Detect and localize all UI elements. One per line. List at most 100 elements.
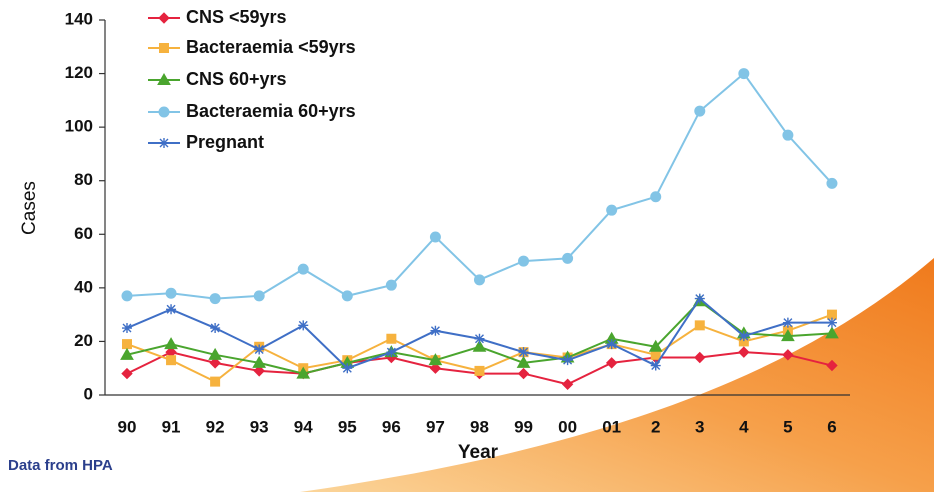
- x-tick-label: 2: [651, 417, 660, 436]
- marker: [474, 365, 485, 376]
- marker: [122, 339, 132, 350]
- marker: [826, 177, 838, 189]
- marker: [782, 349, 794, 361]
- marker: [252, 355, 267, 368]
- x-tick-label: 5: [783, 417, 792, 436]
- marker: [121, 367, 133, 380]
- marker: [341, 290, 353, 302]
- marker: [296, 366, 311, 379]
- marker: [738, 346, 750, 358]
- marker: [825, 326, 839, 339]
- marker: [694, 293, 705, 304]
- marker: [517, 367, 530, 380]
- x-axis-label: Year: [458, 442, 499, 463]
- legend-label: CNS 60+yrs: [186, 69, 287, 89]
- legend-marker: [159, 138, 169, 148]
- legend-label: Bacteraemia 60+yrs: [186, 101, 356, 121]
- x-tick-label: 97: [426, 417, 445, 436]
- marker: [342, 363, 353, 374]
- marker: [430, 325, 441, 336]
- marker: [210, 376, 221, 387]
- x-tick-label: 91: [162, 417, 181, 436]
- marker: [473, 274, 485, 286]
- marker: [297, 263, 309, 275]
- marker: [209, 357, 221, 369]
- marker: [120, 347, 134, 360]
- x-tick-label: 96: [382, 417, 401, 436]
- x-tick-label: 4: [739, 417, 749, 436]
- marker: [605, 357, 618, 369]
- marker: [781, 329, 795, 342]
- marker: [298, 320, 309, 331]
- x-tick-label: 94: [294, 417, 313, 436]
- marker: [518, 255, 530, 267]
- marker: [429, 362, 442, 374]
- marker: [694, 320, 705, 331]
- marker: [694, 351, 706, 364]
- marker: [826, 359, 838, 372]
- marker: [826, 317, 837, 328]
- marker: [650, 191, 662, 203]
- y-axis-label: Cases: [19, 181, 40, 235]
- marker: [606, 204, 618, 216]
- x-tick-label: 92: [206, 417, 225, 436]
- x-tick-label: 6: [827, 417, 836, 436]
- legend-label: Bacteraemia <59yrs: [186, 37, 356, 57]
- marker: [561, 378, 574, 390]
- y-tick-label: 100: [65, 117, 93, 136]
- marker: [428, 353, 443, 366]
- marker: [210, 323, 221, 334]
- legend-label: Pregnant: [186, 132, 264, 152]
- marker: [738, 68, 750, 80]
- marker: [562, 252, 574, 264]
- marker: [209, 293, 221, 305]
- y-tick-label: 40: [74, 277, 93, 296]
- marker: [648, 339, 663, 352]
- marker: [121, 290, 133, 302]
- y-tick-label: 80: [74, 170, 93, 189]
- marker: [165, 287, 177, 299]
- marker: [253, 365, 265, 377]
- x-tick-label: 00: [558, 417, 577, 436]
- x-tick-label: 93: [250, 417, 269, 436]
- marker: [516, 355, 531, 368]
- legend-marker: [159, 43, 169, 53]
- legend-marker: [158, 106, 170, 118]
- marker: [429, 231, 441, 243]
- decoration-swoosh: [300, 258, 934, 492]
- legend-marker: [158, 12, 170, 24]
- marker: [782, 129, 794, 141]
- marker: [606, 339, 617, 350]
- x-tick-label: 90: [118, 417, 137, 436]
- x-tick-label: 95: [338, 417, 357, 436]
- y-tick-label: 120: [65, 63, 93, 82]
- x-tick-label: 01: [602, 417, 621, 436]
- marker: [474, 333, 485, 344]
- x-tick-label: 99: [514, 417, 533, 436]
- marker: [518, 347, 529, 358]
- marker: [738, 331, 749, 342]
- legend-marker: [157, 72, 171, 85]
- legend-label: CNS <59yrs: [186, 7, 287, 27]
- marker: [694, 105, 706, 117]
- marker: [472, 339, 487, 352]
- marker: [166, 304, 177, 315]
- marker: [122, 323, 132, 334]
- marker: [386, 347, 397, 358]
- marker: [385, 279, 397, 291]
- source-note: Data from HPA: [8, 457, 113, 474]
- marker: [650, 360, 661, 371]
- marker: [164, 337, 178, 350]
- marker: [562, 355, 573, 366]
- marker: [208, 347, 222, 360]
- marker: [782, 317, 793, 328]
- marker: [166, 355, 177, 366]
- marker: [253, 290, 265, 302]
- marker: [254, 344, 265, 355]
- x-tick-label: 98: [470, 417, 489, 436]
- y-tick-label: 60: [74, 224, 93, 243]
- y-tick-label: 0: [84, 384, 93, 403]
- marker: [386, 333, 397, 344]
- y-tick-label: 140: [65, 9, 93, 28]
